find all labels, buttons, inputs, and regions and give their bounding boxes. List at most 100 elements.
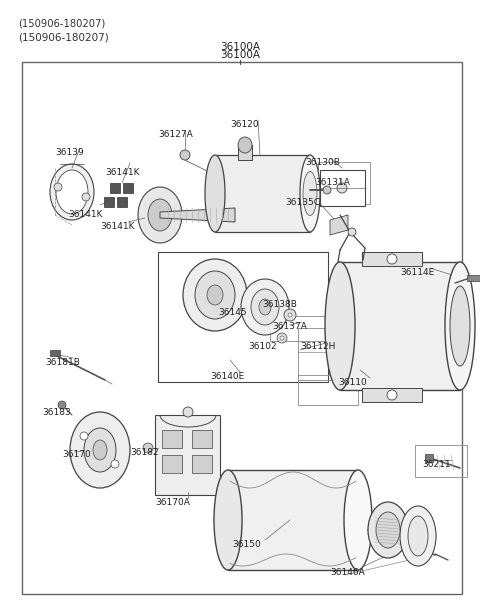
Ellipse shape xyxy=(251,289,279,325)
Circle shape xyxy=(180,150,190,160)
Text: 36114E: 36114E xyxy=(400,268,434,277)
Text: 36181B: 36181B xyxy=(45,358,80,367)
Bar xyxy=(155,415,220,495)
Bar xyxy=(270,316,325,341)
Text: 36211: 36211 xyxy=(422,460,451,469)
Bar xyxy=(415,445,467,477)
Text: 36150: 36150 xyxy=(232,540,261,549)
Text: 36100A: 36100A xyxy=(220,50,260,60)
Circle shape xyxy=(288,313,292,317)
Text: 36102: 36102 xyxy=(248,342,276,351)
Polygon shape xyxy=(160,208,235,222)
Ellipse shape xyxy=(56,170,88,214)
Circle shape xyxy=(183,407,193,417)
Bar xyxy=(467,275,480,281)
Bar xyxy=(50,350,60,356)
Bar xyxy=(192,430,212,448)
Bar xyxy=(320,170,365,206)
Bar xyxy=(238,145,252,160)
Text: 36120: 36120 xyxy=(230,120,259,129)
Circle shape xyxy=(280,336,284,340)
Circle shape xyxy=(111,460,119,468)
Bar xyxy=(425,454,433,462)
Text: 36137A: 36137A xyxy=(272,322,307,331)
Bar xyxy=(362,388,422,402)
Ellipse shape xyxy=(148,199,172,231)
Bar xyxy=(318,162,370,204)
Text: 36131A: 36131A xyxy=(315,178,350,187)
Ellipse shape xyxy=(138,187,182,243)
Text: 36130B: 36130B xyxy=(305,158,340,167)
Ellipse shape xyxy=(207,285,223,305)
Circle shape xyxy=(143,443,153,453)
Bar xyxy=(340,262,460,390)
Polygon shape xyxy=(330,215,348,235)
Ellipse shape xyxy=(450,286,470,366)
Text: 36127A: 36127A xyxy=(158,130,193,139)
Bar xyxy=(298,328,346,380)
Ellipse shape xyxy=(376,512,400,548)
Text: 36170: 36170 xyxy=(62,450,91,459)
Bar xyxy=(104,197,114,207)
Ellipse shape xyxy=(195,271,235,319)
Circle shape xyxy=(54,183,62,191)
Bar xyxy=(192,455,212,473)
Bar xyxy=(158,252,328,382)
Text: 36170A: 36170A xyxy=(155,498,190,507)
Bar xyxy=(215,155,310,232)
Text: 36112H: 36112H xyxy=(300,342,336,351)
Ellipse shape xyxy=(50,164,94,220)
Circle shape xyxy=(58,401,66,409)
Circle shape xyxy=(80,432,88,440)
Text: 36141K: 36141K xyxy=(105,168,140,177)
Text: 36182: 36182 xyxy=(130,448,158,457)
Circle shape xyxy=(277,333,287,343)
Bar xyxy=(298,375,358,405)
Circle shape xyxy=(82,193,90,201)
Circle shape xyxy=(387,390,397,400)
Ellipse shape xyxy=(183,259,247,331)
Circle shape xyxy=(348,228,356,236)
Text: 36146A: 36146A xyxy=(330,568,365,577)
Ellipse shape xyxy=(205,155,225,232)
Text: 36100A: 36100A xyxy=(220,42,260,52)
Text: 36141K: 36141K xyxy=(100,222,134,231)
Ellipse shape xyxy=(70,412,130,488)
Ellipse shape xyxy=(93,440,107,460)
Ellipse shape xyxy=(344,470,372,570)
Bar xyxy=(162,455,182,473)
Text: (150906-180207): (150906-180207) xyxy=(18,18,105,28)
Ellipse shape xyxy=(400,506,436,566)
Text: 36183: 36183 xyxy=(42,408,71,417)
Bar xyxy=(123,183,133,193)
Ellipse shape xyxy=(445,262,475,390)
Bar xyxy=(22,62,462,594)
Ellipse shape xyxy=(303,171,317,216)
Circle shape xyxy=(337,183,347,193)
Ellipse shape xyxy=(259,299,271,315)
Ellipse shape xyxy=(238,137,252,153)
Bar xyxy=(362,252,422,266)
Bar xyxy=(117,197,127,207)
Text: 36135C: 36135C xyxy=(285,198,320,207)
Ellipse shape xyxy=(368,502,408,558)
Bar xyxy=(228,470,358,570)
Ellipse shape xyxy=(408,516,428,556)
Ellipse shape xyxy=(300,155,320,232)
Text: 36138B: 36138B xyxy=(262,300,297,309)
Circle shape xyxy=(387,254,397,264)
Text: (150906-180207): (150906-180207) xyxy=(18,32,109,42)
Bar xyxy=(110,183,120,193)
Circle shape xyxy=(284,309,296,321)
Text: 36141K: 36141K xyxy=(68,210,103,219)
Bar xyxy=(162,430,182,448)
Ellipse shape xyxy=(214,470,242,570)
Circle shape xyxy=(323,186,331,194)
Text: 36139: 36139 xyxy=(55,148,84,157)
Text: 36110: 36110 xyxy=(338,378,367,387)
Ellipse shape xyxy=(84,428,116,472)
Ellipse shape xyxy=(241,279,289,335)
Ellipse shape xyxy=(325,262,355,390)
Text: 36140E: 36140E xyxy=(210,372,244,381)
Text: 36145: 36145 xyxy=(218,308,247,317)
